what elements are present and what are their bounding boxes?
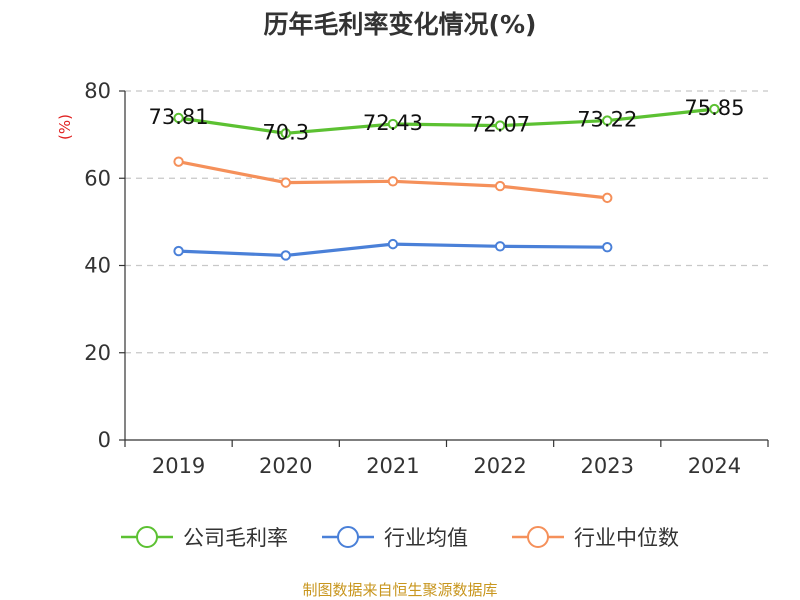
x-tick-label-2021: 2021 [366,454,419,478]
legend-label-0: 公司毛利率 [183,526,288,550]
series-0-point-2024 [709,103,720,115]
series-line-0 [178,107,715,135]
x-tick-label-2020: 2020 [259,454,312,478]
series-1-point-2019 [173,245,184,257]
y-tick-label-0: 0 [98,428,111,452]
y-axis-label: (%) [56,114,74,140]
legend-marker-0 [136,526,158,548]
y-tick-label-60: 60 [84,166,111,190]
series-group [173,103,720,261]
series-2-point-2022 [494,180,506,192]
grid-lines [125,90,768,354]
x-tick-label-2024: 2024 [688,454,741,478]
chart-title: 历年毛利率变化情况(%) [264,10,537,39]
data-label-2021: 72.43 [363,111,423,135]
data-labels: 73.81 70.3 72.43 72.07 73.22 75.85 [149,96,745,144]
y-tick-label-80: 80 [84,79,111,103]
series-1-point-2022 [494,241,506,252]
y-tick-label-40: 40 [84,254,111,278]
y-tick-label-20: 20 [84,341,111,365]
data-label-2024: 75.85 [684,96,744,120]
legend[interactable]: 公司毛利率 行业均值 行业中位数 [121,526,679,550]
legend-marker-1 [337,526,359,548]
series-0-point-2021 [387,118,399,130]
series-2-point-2019 [173,156,184,167]
source-note: 制图数据来自恒生聚源数据库 [302,581,497,599]
legend-item-0[interactable]: 公司毛利率 [121,526,288,550]
data-label-2023: 73.22 [577,108,637,132]
legend-item-2[interactable]: 行业中位数 [512,526,679,550]
legend-label-2: 行业中位数 [574,526,679,550]
legend-marker-2 [527,526,549,548]
legend-item-1[interactable]: 行业均值 [322,526,468,550]
legend-label-1: 行业均值 [384,526,468,550]
series-1-point-2021 [387,238,399,250]
data-label-2019: 73.81 [149,105,209,129]
series-2-point-2021 [387,176,399,187]
series-0-point-2019 [173,112,184,124]
x-tick-label-2023: 2023 [581,454,634,478]
series-2-point-2020 [280,177,291,188]
axes: 0 20 40 60 80 2019 2020 2021 2022 2023 2024 [84,79,769,478]
data-label-2020: 70.3 [262,120,309,144]
data-label-2022: 72.07 [470,113,530,137]
series-1-point-2020 [280,250,291,261]
series-2-point-2023 [602,192,613,204]
series-0-point-2022 [494,120,506,131]
series-0-point-2020 [280,128,291,139]
series-0-point-2023 [602,115,613,126]
x-tick-label-2019: 2019 [152,454,205,478]
x-tick-label-2022: 2022 [473,454,526,478]
series-1-point-2023 [602,241,613,253]
